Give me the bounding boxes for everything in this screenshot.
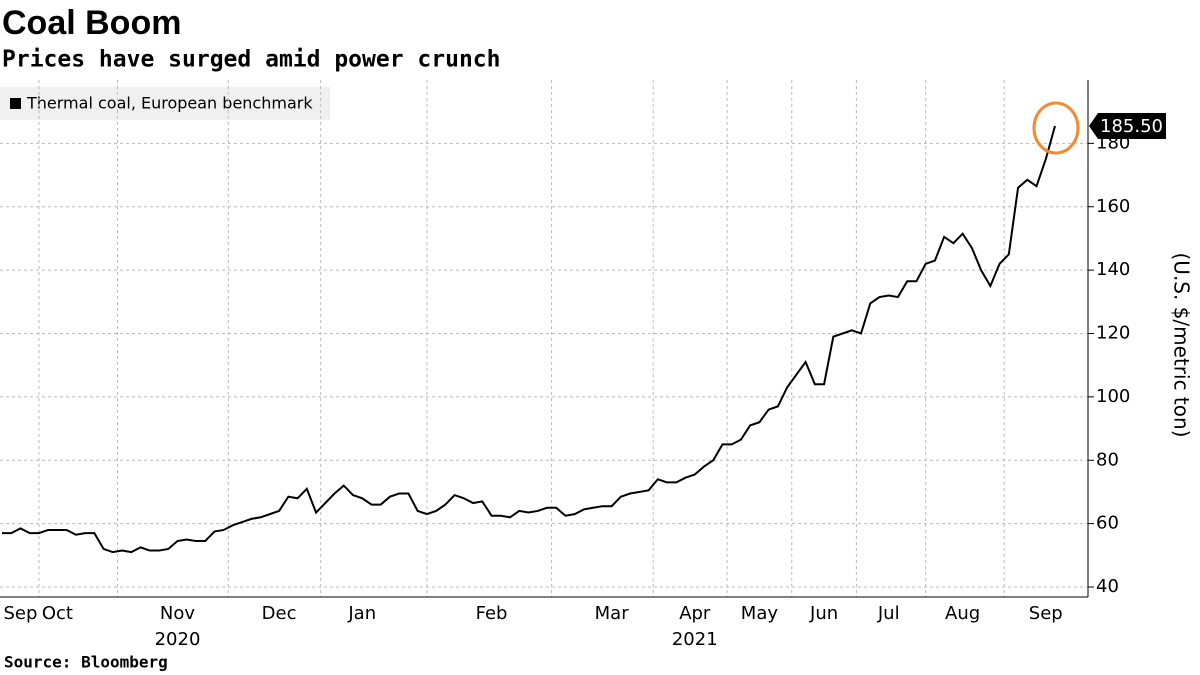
x-tick-label-year: 2020	[155, 629, 201, 650]
x-tick-label-year: 2021	[672, 629, 718, 650]
x-tick-label: Jul	[877, 603, 900, 624]
x-tick-label: Aug	[945, 603, 980, 624]
y-tick-label: 100	[1096, 386, 1130, 407]
highlight-circle	[1032, 101, 1080, 155]
y-axis-label: (U.S. $/metric ton)	[1170, 253, 1194, 438]
y-tick-label: 60	[1096, 513, 1119, 534]
legend-label: Thermal coal, European benchmark	[26, 94, 313, 113]
x-tick-label: May	[741, 603, 779, 624]
y-tick-label: 140	[1096, 259, 1130, 280]
chart-subtitle: Prices have surged amid power crunch	[2, 47, 501, 73]
x-tick-label: Dec	[262, 603, 297, 624]
x-tick-label: Mar	[595, 603, 630, 624]
y-tick-label: 120	[1096, 323, 1130, 344]
legend-box	[0, 87, 330, 120]
legend-swatch	[10, 98, 21, 109]
x-tick-label: Jun	[809, 603, 838, 624]
x-tick-label: Oct	[42, 603, 73, 624]
x-tick-label: Jan	[347, 603, 376, 624]
x-tick-label: Apr	[679, 603, 711, 624]
y-tick-label: 40	[1096, 576, 1119, 597]
value-label: 185.50	[1100, 116, 1163, 137]
chart-title: Coal Boom	[2, 4, 181, 42]
x-tick-label: Nov	[160, 603, 195, 624]
x-tick-label: Sep	[4, 603, 38, 624]
value-callout	[1089, 112, 1166, 139]
x-tick-label: Feb	[476, 603, 508, 624]
y-tick-label: 160	[1096, 196, 1130, 217]
line	[2, 125, 1056, 554]
y-tick-label: 80	[1096, 449, 1119, 470]
x-tick-label: Sep	[1029, 603, 1063, 624]
source: Source: Bloomberg	[4, 653, 168, 672]
